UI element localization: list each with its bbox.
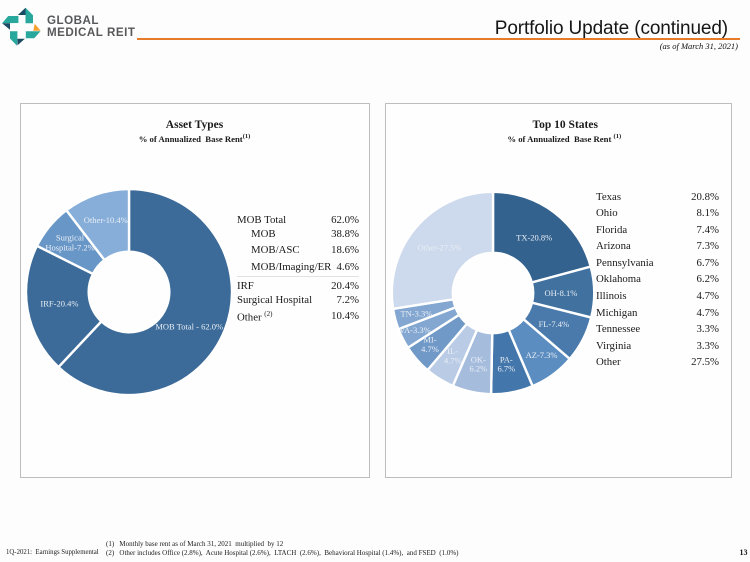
svg-text:MI-: MI- — [423, 334, 436, 344]
svg-text:TN-3.3%: TN-3.3% — [400, 308, 432, 318]
svg-text:Hospital-7.2%: Hospital-7.2% — [45, 243, 94, 253]
svg-text:VA-3.3%: VA-3.3% — [398, 324, 430, 334]
svg-text:OH-8.1%: OH-8.1% — [544, 287, 577, 297]
svg-text:Surgical: Surgical — [56, 233, 85, 243]
svg-text:IL-: IL- — [447, 346, 458, 356]
svg-text:OK-: OK- — [470, 354, 485, 364]
svg-text:4.7%: 4.7% — [421, 343, 439, 353]
svg-text:4.7%: 4.7% — [443, 355, 461, 365]
svg-text:AZ-7.3%: AZ-7.3% — [525, 350, 557, 360]
svg-text:MOB Total - 62.0%: MOB Total - 62.0% — [155, 322, 223, 332]
svg-text:IRF-20.4%: IRF-20.4% — [40, 299, 78, 309]
svg-text:Other-10.4%: Other-10.4% — [84, 215, 128, 225]
svg-text:6.2%: 6.2% — [469, 363, 487, 373]
svg-text:TX-20.8%: TX-20.8% — [516, 232, 552, 242]
svg-text:PA-: PA- — [499, 354, 512, 364]
svg-text:FL-7.4%: FL-7.4% — [538, 319, 568, 329]
svg-text:Other-27.5%: Other-27.5% — [417, 242, 461, 252]
svg-text:6.7%: 6.7% — [497, 363, 515, 373]
